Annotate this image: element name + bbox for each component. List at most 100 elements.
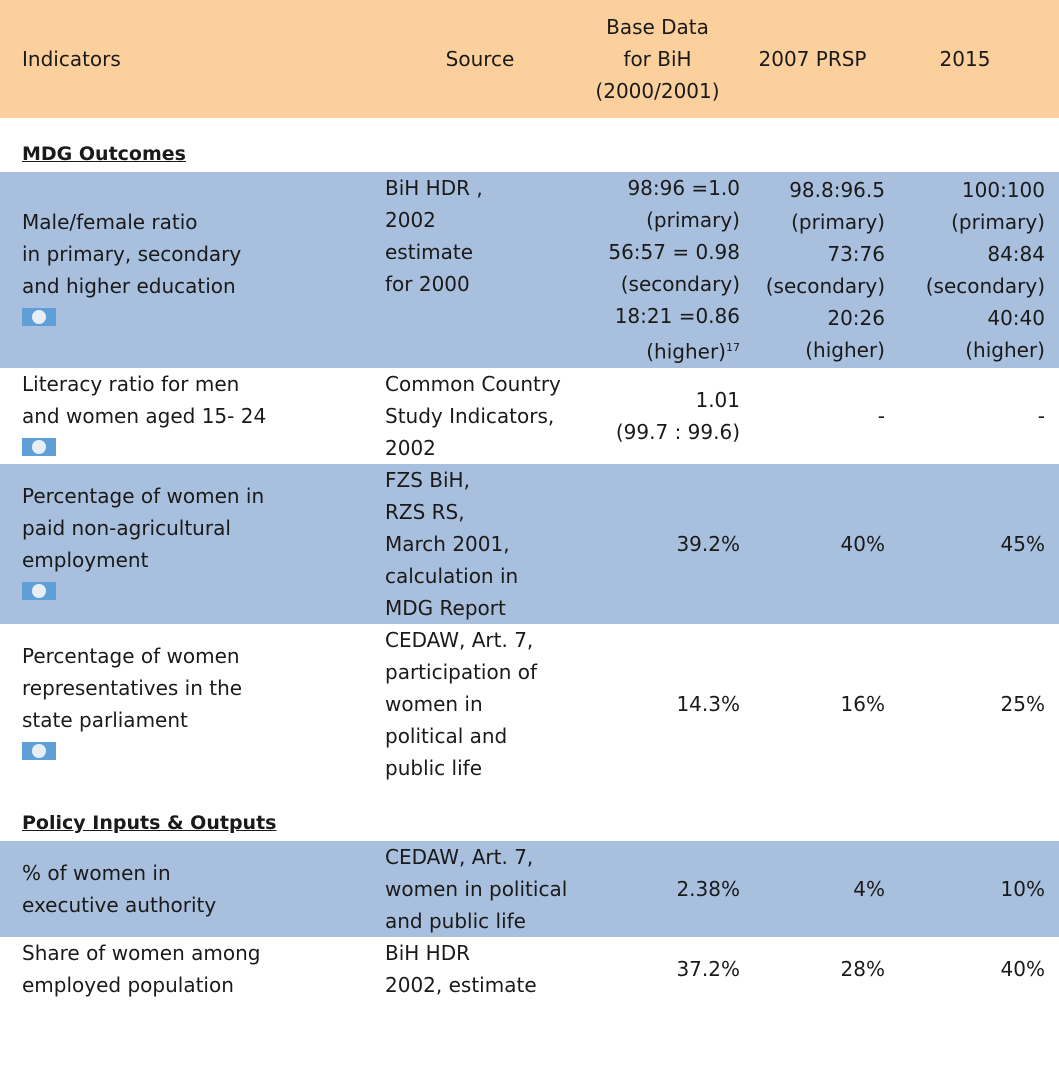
cell-line: - bbox=[1037, 403, 1045, 428]
cell-line: - bbox=[877, 403, 885, 428]
cell-line: FZS BiH, bbox=[385, 467, 470, 492]
table-cell: CEDAW, Art. 7, participation of women in po… bbox=[385, 624, 575, 784]
cell-line: women in political bbox=[385, 876, 568, 901]
data-row: Percentage of women in paid non-agricultu… bbox=[0, 463, 1059, 624]
un-icon bbox=[22, 581, 56, 600]
cell-line: 56:57 = 0.98 bbox=[608, 240, 740, 264]
cell-line: representatives in the bbox=[22, 675, 243, 700]
cell-line: political and bbox=[385, 723, 508, 748]
cell-line: 40% bbox=[840, 531, 885, 556]
cell-line: estimate bbox=[385, 240, 474, 264]
cell-line: Male/female ratio bbox=[22, 209, 198, 234]
cell-line: Percentage of women bbox=[22, 643, 240, 668]
cell-line: 84:84 bbox=[987, 241, 1045, 266]
table-cell: 100:100 (primary) 84:84 (secondary) 40:40 (hi… bbox=[885, 172, 1059, 368]
un-icon bbox=[22, 741, 56, 760]
cell-line: 40:40 bbox=[987, 305, 1045, 330]
table-cell: 98:96 =1.0 (primary) 56:57 = 0.98 (secondar… bbox=[575, 172, 740, 368]
cell-line: (secondary) bbox=[765, 273, 885, 298]
cell-line: 100:100 bbox=[961, 177, 1045, 202]
cell-line: CEDAW, Art. 7, bbox=[385, 627, 534, 652]
cell-line: CEDAW, Art. 7, bbox=[385, 844, 534, 869]
cell-line: (secondary) bbox=[620, 272, 740, 296]
cell-line: 73:76 bbox=[827, 241, 885, 266]
cell-line: (99.7 : 99.6) bbox=[615, 419, 740, 444]
cell-line: % of women in bbox=[22, 860, 171, 885]
table-cell: 2.38% bbox=[575, 840, 740, 937]
table-cell: - bbox=[885, 368, 1059, 464]
table-cell: 37.2% bbox=[575, 937, 740, 1001]
cell-line: 2015 bbox=[939, 47, 991, 71]
data-row: Percentage of women representatives in th… bbox=[0, 624, 1059, 784]
cell-line: for 2000 bbox=[385, 272, 470, 296]
table-cell: 25% bbox=[885, 624, 1059, 784]
cell-line: 40% bbox=[1000, 956, 1045, 981]
cell-line: 37.2% bbox=[676, 956, 740, 981]
cell-line: public life bbox=[385, 755, 482, 780]
data-row: % of women in executive authority CEDAW, A… bbox=[0, 840, 1059, 937]
cell-line: 14.3% bbox=[676, 691, 740, 716]
cell-line: participation of bbox=[385, 659, 538, 684]
cell-line: BiH HDR , bbox=[385, 176, 483, 200]
table-cell: 14.3% bbox=[575, 624, 740, 784]
cell-line: (higher)17 bbox=[646, 339, 740, 364]
section-row: Policy Inputs & Outputs bbox=[0, 784, 1059, 841]
cell-line: paid non-agricultural bbox=[22, 515, 231, 540]
un-icon bbox=[22, 307, 56, 326]
section-cell: MDG Outcomes bbox=[0, 118, 1059, 172]
cell-line: 28% bbox=[840, 956, 885, 981]
cell-line: in primary, secondary bbox=[22, 241, 242, 266]
table-cell: 1.01 (99.7 : 99.6) bbox=[575, 368, 740, 464]
cell-line: 45% bbox=[1000, 531, 1045, 556]
table-cell: Percentage of women representatives in th… bbox=[0, 624, 385, 784]
cell-line: 10% bbox=[1000, 876, 1045, 901]
header-cell: 2007 PRSP bbox=[740, 0, 885, 118]
cell-line: March 2001, bbox=[385, 531, 510, 556]
header-cell: 2015 bbox=[885, 0, 1059, 118]
cell-line: Study Indicators, bbox=[385, 403, 555, 428]
table-cell: 39.2% bbox=[575, 463, 740, 624]
table-cell: % of women in executive authority bbox=[0, 840, 385, 937]
cell-line: 18:21 =0.86 bbox=[614, 304, 740, 328]
section-title: Policy Inputs & Outputs bbox=[22, 811, 277, 834]
header-row: Indicators Source Base Data for BiH (2000/20… bbox=[0, 0, 1059, 118]
data-row: Literacy ratio for men and women aged 15-… bbox=[0, 368, 1059, 464]
section-row: MDG Outcomes bbox=[0, 118, 1059, 172]
cell-line: and public life bbox=[385, 908, 526, 933]
table-cell: - bbox=[740, 368, 885, 464]
table-cell: Male/female ratio in primary, secondary an… bbox=[0, 172, 385, 368]
table-cell: 40% bbox=[740, 463, 885, 624]
cell-line: Indicators bbox=[22, 47, 121, 71]
section-cell: Policy Inputs & Outputs bbox=[0, 784, 1059, 841]
cell-line: calculation in bbox=[385, 563, 519, 588]
cell-line: women in bbox=[385, 691, 483, 716]
cell-line: and higher education bbox=[22, 273, 236, 298]
table-cell: Percentage of women in paid non-agricultu… bbox=[0, 463, 385, 624]
cell-line: (primary) bbox=[646, 208, 740, 232]
cell-line: and women aged 15- 24 bbox=[22, 403, 267, 428]
cell-line: Common Country bbox=[385, 371, 561, 396]
cell-line: Share of women among bbox=[22, 940, 261, 965]
cell-line: 39.2% bbox=[676, 531, 740, 556]
table-cell: 98.8:96.5 (primary) 73:76 (secondary) 20:26 (… bbox=[740, 172, 885, 368]
header-cell: Source bbox=[385, 0, 575, 118]
cell-line: employed population bbox=[22, 972, 234, 997]
cell-line: (2000/2001) bbox=[595, 79, 720, 103]
cell-line: state parliament bbox=[22, 707, 188, 732]
cell-line: (primary) bbox=[791, 209, 885, 234]
table-cell: Share of women among employed population bbox=[0, 937, 385, 1001]
table-body: Indicators Source Base Data for BiH (2000/20… bbox=[0, 0, 1059, 1001]
cell-line: 25% bbox=[1000, 691, 1045, 716]
data-row: Share of women among employed population B… bbox=[0, 937, 1059, 1001]
cell-line: 16% bbox=[840, 691, 885, 716]
header-cell: Base Data for BiH (2000/2001) bbox=[575, 0, 740, 118]
cell-line: 2007 PRSP bbox=[758, 47, 867, 71]
table-cell: Common Country Study Indicators, 2002 bbox=[385, 368, 575, 464]
cell-line: 20:26 bbox=[827, 305, 885, 330]
footnote-ref: 17 bbox=[726, 341, 740, 354]
cell-line: RZS RS, bbox=[385, 499, 465, 524]
table-cell: BiH HDR , 2002 estimate for 2000 bbox=[385, 172, 575, 368]
data-row: Male/female ratio in primary, secondary an… bbox=[0, 172, 1059, 368]
indicator-table: Indicators Source Base Data for BiH (2000/20… bbox=[0, 0, 1059, 1001]
